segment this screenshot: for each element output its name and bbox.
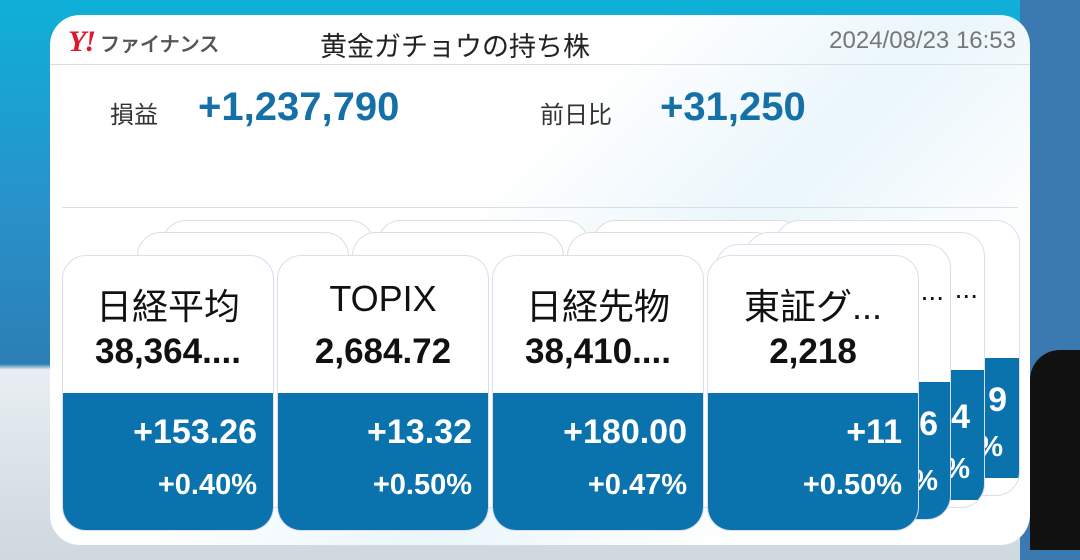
index-card-topix[interactable]: TOPIX 2,684.72 +13.32 +0.50%	[277, 255, 489, 531]
pl-label: 損益	[110, 102, 158, 129]
index-change: +153.26	[133, 413, 257, 451]
index-name: 日経平均	[95, 286, 240, 327]
index-change-pct: +0.47%	[587, 469, 687, 501]
pl-value: +1,237,790	[198, 85, 400, 129]
logo-mark: Y!	[68, 25, 96, 58]
index-change-pct: +0.40%	[157, 469, 257, 501]
index-name: 東証グ...	[743, 286, 882, 327]
index-change: +180.00	[563, 413, 687, 451]
index-card-nikkei-futures[interactable]: 日経先物 38,410.... +180.00 +0.47%	[492, 255, 704, 531]
divider	[62, 207, 1018, 208]
index-name: TOPIX	[329, 278, 437, 319]
day-change-value: +31,250	[660, 85, 806, 129]
hidden-card-name: ...	[920, 275, 944, 306]
index-card-tse-growth[interactable]: 東証グ... 2,218 +11 +0.50%	[707, 255, 919, 531]
index-price: 2,218	[769, 332, 857, 371]
index-card-nikkei[interactable]: 日経平均 38,364.... +153.26 +0.40%	[62, 255, 274, 531]
index-change: +11	[846, 413, 902, 451]
hidden-card-change: 4	[951, 398, 970, 436]
index-change-pct: +0.50%	[802, 469, 902, 501]
index-price: 2,684.72	[314, 332, 452, 371]
wallpaper-character	[1030, 350, 1080, 550]
day-change-label: 前日比	[540, 102, 612, 129]
portfolio-widget[interactable]: Y! ファイナンス 黄金ガチョウの持ち株 2024/08/23 16:53 損益…	[50, 15, 1030, 545]
hidden-card-change: 9	[988, 381, 1007, 419]
index-price: 38,410....	[525, 332, 671, 371]
portfolio-title[interactable]: 黄金ガチョウの持ち株	[320, 32, 590, 62]
hidden-card-name: ...	[954, 273, 978, 304]
update-timestamp: 2024/08/23 16:53	[829, 27, 1016, 54]
index-change-pct: +0.50%	[372, 469, 472, 501]
widget-header: Y! ファイナンス 黄金ガチョウの持ち株 2024/08/23 16:53	[50, 15, 1030, 65]
index-name: 日経先物	[525, 286, 670, 327]
logo-text: ファイナンス	[100, 33, 220, 56]
index-price: 38,364....	[95, 332, 241, 371]
yahoo-finance-logo[interactable]: Y! ファイナンス	[68, 25, 219, 59]
index-change: +13.32	[367, 413, 472, 451]
hidden-card-change: 6	[919, 405, 938, 443]
